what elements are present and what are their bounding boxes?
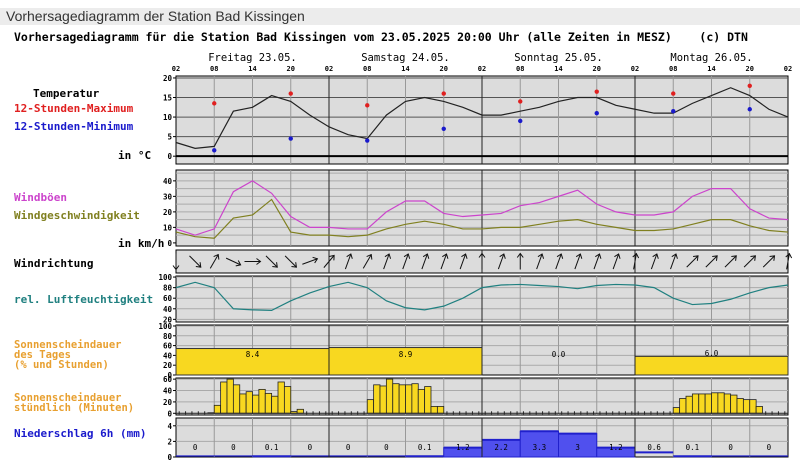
svg-text:4: 4 [167, 422, 172, 431]
svg-text:3: 3 [575, 443, 580, 452]
svg-text:20: 20 [287, 65, 295, 73]
svg-text:08: 08 [516, 65, 524, 73]
label-sun-hourly-2: stündlich (Minuten) [14, 402, 135, 414]
label-temp-unit: in °C [118, 149, 152, 162]
svg-text:14: 14 [401, 65, 409, 73]
svg-text:02: 02 [172, 65, 180, 73]
svg-text:0: 0 [167, 453, 172, 462]
svg-text:40: 40 [163, 351, 173, 360]
label-wind-direction: Windrichtung [14, 257, 94, 270]
svg-text:0: 0 [728, 443, 733, 452]
svg-text:02: 02 [784, 65, 792, 73]
svg-text:20: 20 [440, 65, 448, 73]
svg-text:20: 20 [163, 208, 173, 217]
svg-text:02: 02 [631, 65, 639, 73]
svg-text:10: 10 [163, 113, 173, 122]
label-sun-hourly-1: Sonnenscheindauer [14, 392, 122, 404]
label-sun-daily-1: Sonnenscheindauer [14, 339, 122, 351]
svg-text:02: 02 [478, 65, 486, 73]
svg-text:0: 0 [767, 443, 772, 452]
svg-text:1.2: 1.2 [456, 443, 470, 452]
label-precipitation: Niederschlag 6h (mm) [14, 427, 147, 440]
page-heading: Vorhersagediagramm für die Station Bad K… [14, 30, 748, 44]
label-sun-daily-2: des Tages [14, 349, 71, 361]
svg-text:30: 30 [163, 192, 173, 201]
svg-text:8.4: 8.4 [246, 350, 260, 359]
svg-text:08: 08 [363, 65, 371, 73]
svg-text:60: 60 [163, 294, 173, 303]
svg-text:Sonntag 25.05.: Sonntag 25.05. [514, 52, 603, 64]
svg-text:0: 0 [193, 443, 198, 452]
label-humidity: rel. Luftfeuchtigkeit [14, 293, 154, 306]
svg-text:8.9: 8.9 [399, 350, 413, 359]
svg-text:08: 08 [210, 65, 218, 73]
svg-text:0: 0 [231, 443, 236, 452]
svg-text:0: 0 [308, 443, 313, 452]
label-wind-unit: in km/h [118, 237, 165, 250]
svg-text:0: 0 [167, 409, 172, 418]
svg-text:10: 10 [163, 223, 173, 232]
svg-text:3.3: 3.3 [533, 443, 547, 452]
svg-text:0.1: 0.1 [686, 443, 700, 452]
svg-text:20: 20 [163, 398, 173, 407]
label-temp-min: 12-Stunden-Minimum [14, 120, 134, 133]
svg-text:15: 15 [163, 94, 172, 103]
svg-text:40: 40 [163, 305, 173, 314]
svg-text:40: 40 [163, 387, 173, 396]
svg-text:2.2: 2.2 [494, 443, 508, 452]
svg-text:20: 20 [746, 65, 754, 73]
svg-text:14: 14 [707, 65, 715, 73]
svg-text:14: 14 [248, 65, 256, 73]
svg-text:80: 80 [163, 284, 173, 293]
label-wind-speed: Windgeschwindigkeit [14, 209, 140, 222]
svg-text:6.0: 6.0 [705, 349, 719, 358]
svg-text:0.0: 0.0 [552, 350, 566, 359]
svg-text:20: 20 [163, 74, 173, 83]
window-title: Vorhersagediagramm der Station Bad Kissi… [6, 8, 305, 24]
svg-text:0: 0 [346, 443, 351, 452]
svg-text:60: 60 [163, 375, 173, 384]
svg-text:0: 0 [167, 371, 172, 380]
window-title-bar: Vorhersagediagramm der Station Bad Kissi… [0, 8, 800, 25]
svg-text:14: 14 [554, 65, 562, 73]
svg-text:Freitag 23.05.: Freitag 23.05. [208, 52, 297, 64]
svg-text:2: 2 [167, 437, 172, 446]
svg-text:100: 100 [158, 322, 172, 331]
svg-text:20: 20 [593, 65, 601, 73]
svg-text:20: 20 [163, 361, 173, 370]
svg-text:0: 0 [384, 443, 389, 452]
svg-text:5: 5 [167, 133, 172, 142]
svg-text:0.1: 0.1 [418, 443, 432, 452]
svg-text:20: 20 [163, 315, 173, 324]
svg-text:60: 60 [163, 342, 173, 351]
label-sun-daily-3: (% und Stunden) [14, 359, 109, 371]
svg-text:40: 40 [163, 177, 173, 186]
svg-text:02: 02 [325, 65, 333, 73]
label-gusts: Windböen [14, 191, 67, 204]
label-temp-max: 12-Stunden-Maximum [14, 102, 134, 115]
svg-text:0: 0 [167, 239, 172, 248]
svg-text:0.6: 0.6 [647, 443, 661, 452]
svg-text:0.1: 0.1 [265, 443, 279, 452]
svg-text:Montag 26.05.: Montag 26.05. [670, 52, 752, 64]
label-temperature: Temperatur [33, 87, 100, 100]
svg-text:0: 0 [167, 152, 172, 161]
svg-text:80: 80 [163, 332, 173, 341]
svg-text:08: 08 [669, 65, 677, 73]
svg-text:1.2: 1.2 [609, 443, 623, 452]
svg-text:100: 100 [158, 273, 172, 282]
svg-text:Samstag 24.05.: Samstag 24.05. [361, 52, 450, 64]
